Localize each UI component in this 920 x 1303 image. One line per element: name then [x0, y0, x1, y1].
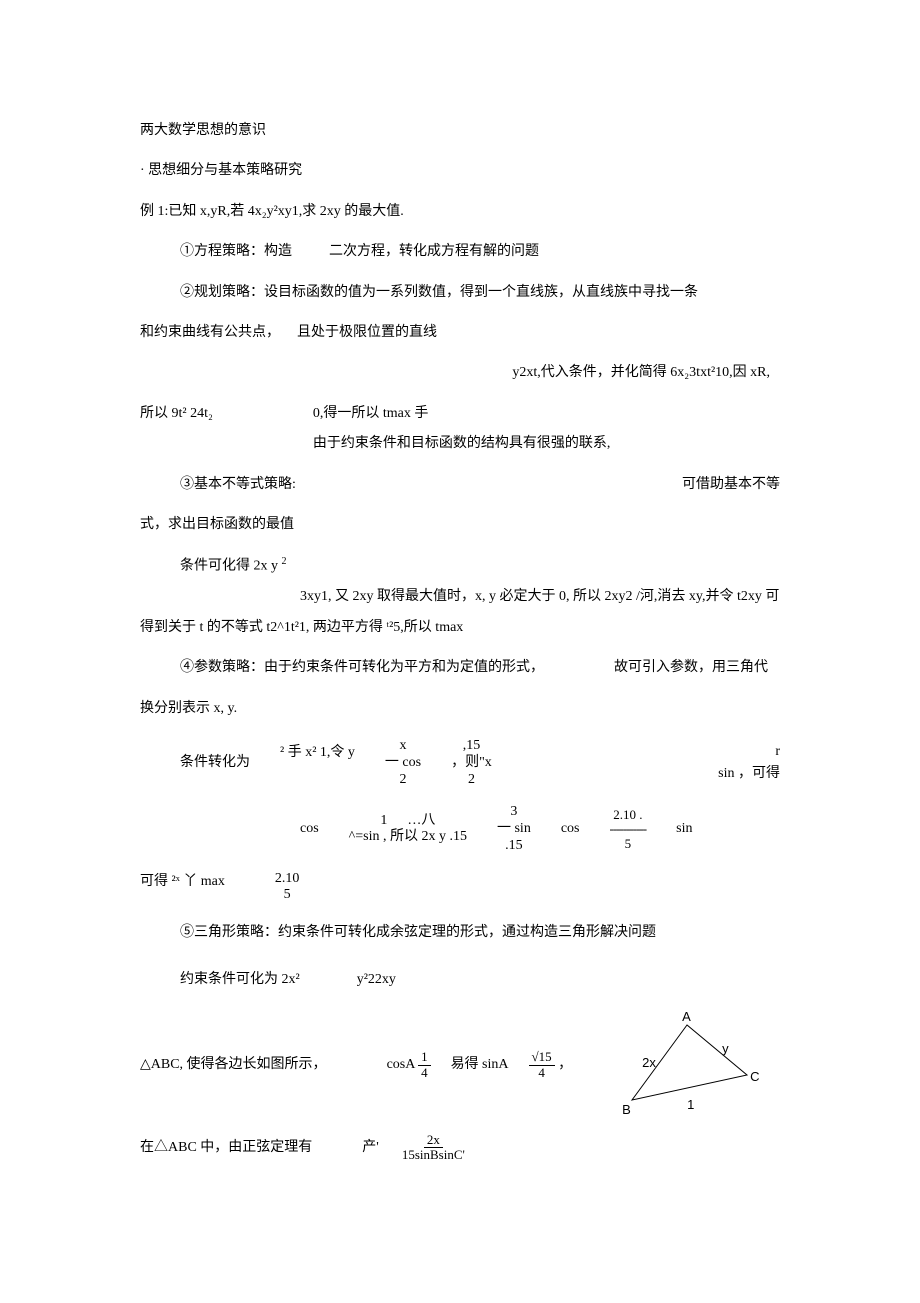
s6d-stack: ,15 ，则"x 2 — [451, 738, 492, 788]
s5b-text: 故可引入参数，用三角代 — [614, 657, 768, 679]
s12a-text: 在△ABC 中，由正弦定理有 — [140, 1137, 312, 1159]
vertex-b: B — [622, 1100, 631, 1121]
s6c-bot: 2 — [399, 772, 406, 789]
s8b-bot: 5 — [284, 887, 291, 904]
s6a-text: 条件转化为 — [180, 752, 250, 774]
s7c-bot: .15 — [505, 838, 523, 855]
vertex-a: A — [682, 1007, 691, 1028]
s7b-top: 1 — [380, 813, 387, 830]
s8a-text: 可得 ²ˣ 丫 max — [140, 871, 225, 893]
example-statement: 例 1:已知 x,yR,若 4x₂y²xy1,求 2xy 的最大值. — [140, 201, 780, 223]
s7e-top: 2.10 . — [613, 808, 642, 822]
s6d-top: ,15 — [463, 738, 481, 755]
s3c-text: 由于约束条件和目标函数的结构具有很强的联系, — [313, 433, 611, 455]
triangle-line1: △ABC, 使得各边长如图所示， cosA 1 4 易得 sinA √15 4 … — [140, 1015, 780, 1115]
triangle-diagram: A B C 2x y 1 — [612, 1015, 762, 1115]
s11e-text: ， — [558, 1057, 572, 1072]
s2b-text: 和约束曲线有公共点， — [140, 325, 280, 340]
s1-text: ①方程策略：构造 — [180, 244, 292, 259]
s5a-text: ④参数策略：由于约束条件可转化为平方和为定值的形式， — [180, 657, 544, 679]
s4b-text: 3xy1, 又 2xy 取得最大值时，x, y 必定大于 0, 所以 2xy2 … — [140, 586, 780, 608]
s5c-text: 换分别表示 x, y. — [140, 698, 780, 720]
s2c-text: 且处于极限位置的直线 — [297, 325, 437, 340]
s10b-text: y²22xy — [357, 972, 396, 987]
s6d2-text: ，则"x — [451, 755, 492, 772]
s11d-bot: 4 — [535, 1066, 548, 1080]
s11d-top: √15 — [529, 1050, 555, 1065]
s7a-text: cos — [300, 818, 319, 840]
s7c-stack: 3 一 sin .15 — [497, 804, 531, 854]
constraint-line: 约束条件可化为 2x² y²22xy — [140, 969, 780, 991]
title: 两大数学思想的意识 — [140, 120, 780, 142]
s12c-bot: 15sinBsinC' — [399, 1148, 468, 1162]
s6c-mid: 一 cos — [385, 755, 421, 772]
s4-sup: 2 — [282, 556, 287, 567]
sine-rule-line: 在△ABC 中，由正弦定理有 产' 2x 15sinBsinC' — [140, 1133, 780, 1163]
s11a-text: △ABC, 使得各边长如图所示， — [140, 1054, 327, 1076]
strategy-1: ①方程策略：构造 二次方程，转化成方程有解的问题 — [140, 241, 780, 263]
cosA-expr: cosA 1 4 — [387, 1050, 431, 1080]
s7b-stack: 1 …八 ^=sin , 所以 2x y .15 — [349, 813, 467, 847]
strategy-3-row2: ③基本不等式策略: 可借助基本不等 — [140, 474, 780, 496]
s3e-text: 可借助基本不等 — [682, 474, 780, 496]
s10a-text: 约束条件可化为 2x² — [180, 972, 300, 987]
s11b-text: cosA — [387, 1057, 415, 1072]
side-ab: 2x — [642, 1053, 656, 1074]
s6c-frac: x 一 cos 2 — [385, 738, 421, 788]
s6e-text: r — [718, 741, 780, 763]
sinA-expr: √15 4 ， — [529, 1050, 573, 1080]
s7f-text: sin — [676, 818, 692, 840]
s12b-text: 产' — [362, 1137, 379, 1159]
s8b-frac: 2.10 5 — [275, 871, 300, 905]
s3b-text: 0,得一所以 tmax 手 — [313, 403, 611, 425]
s7b-right: …八 — [407, 813, 435, 830]
s11b-bot: 4 — [418, 1066, 431, 1080]
result-row: 可得 ²ˣ 丫 max 2.10 5 — [140, 871, 780, 905]
s6d-bot: 2 — [468, 772, 475, 789]
s4c-text: 得到关于 t 的不等式 t2^1t²1, 两边平方得 ᵗ²5,所以 tmax — [140, 617, 780, 639]
strategy-5: ⑤三角形策略：约束条件可转化成余弦定理的形式，通过构造三角形解决问题 — [140, 922, 780, 944]
side-ac: y — [722, 1039, 729, 1060]
vertex-c: C — [750, 1067, 759, 1088]
s1b-text: 二次方程，转化成方程有解的问题 — [329, 244, 539, 259]
cos-sin-row: cos 1 …八 ^=sin , 所以 2x y .15 3 一 sin .15… — [140, 804, 780, 854]
s7d-text: cos — [561, 818, 580, 840]
condition-transform-row: 条件转化为 ² 手 x² 1,令 y x 一 cos 2 ,15 ，则"x 2 … — [140, 738, 780, 788]
strategy-4-line: ④参数策略：由于约束条件可转化为平方和为定值的形式， 故可引入参数，用三角代 — [140, 657, 780, 679]
s7c-mid: 一 sin — [497, 821, 531, 838]
s11b-top: 1 — [418, 1050, 431, 1065]
s6f-text: sin ，可得 — [718, 766, 780, 781]
s3d-text: ③基本不等式策略: — [140, 474, 296, 496]
s4-line1: 条件可化得 2x y 2 — [140, 554, 780, 578]
s12c-top: 2x — [424, 1133, 443, 1148]
s7b-mid: ^=sin , 所以 2x y .15 — [349, 829, 467, 846]
s11c-text: 易得 sinA — [451, 1054, 509, 1076]
s7e-frac: 2.10 . ----------- 5 — [610, 808, 647, 851]
s3a-text: 所以 9t² 24t₂ — [140, 403, 213, 425]
s4a-text: 条件可化得 2x y — [180, 559, 278, 574]
strategy-3-row1: 所以 9t² 24t₂ 0,得一所以 tmax 手 由于约束条件和目标函数的结构… — [140, 403, 780, 456]
subtitle: · 思想细分与基本策略研究 — [140, 160, 780, 182]
s3f-text: 式，求出目标函数的最值 — [140, 514, 780, 536]
s12c-frac: 2x 15sinBsinC' — [399, 1133, 468, 1163]
s7c-top: 3 — [510, 804, 517, 821]
strategy-2: ②规划策略：设目标函数的值为一系列数值，得到一个直线族，从直线族中寻找一条 — [140, 282, 780, 304]
s8b-top: 2.10 — [275, 871, 300, 888]
s2-right: y2xt,代入条件，并化简得 6x₂3txt²10,因 xR, — [140, 362, 780, 384]
s6c-top: x — [399, 738, 406, 755]
s7e-bot: 5 — [625, 837, 632, 851]
s6b-text: ² 手 x² 1,令 y — [280, 742, 355, 764]
side-bc: 1 — [687, 1095, 694, 1116]
strategy-2-cont: 和约束曲线有公共点， 且处于极限位置的直线 — [140, 322, 780, 344]
